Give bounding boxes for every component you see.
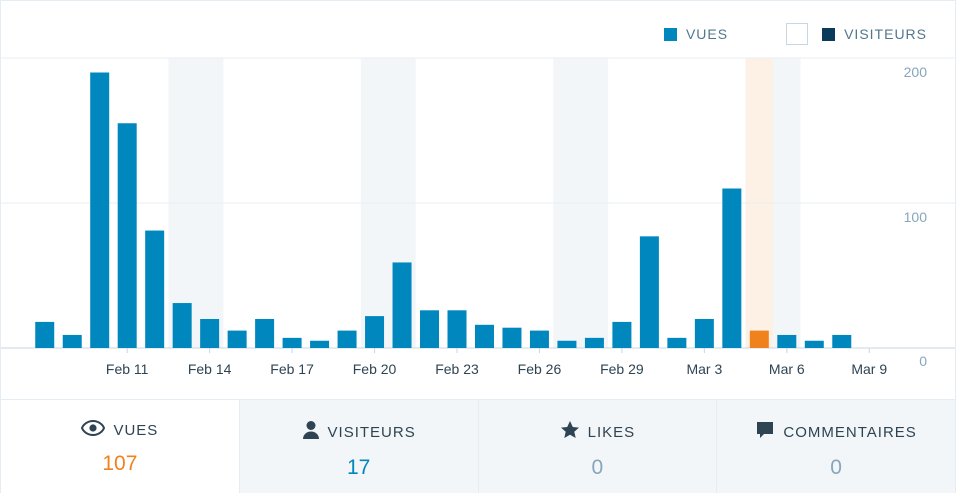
comment-icon xyxy=(755,420,783,444)
y-tick-label: 100 xyxy=(904,209,928,225)
views-bar-chart: 200 100 0 Feb 11 Feb 14 Feb 17 Feb 20 Feb 23 Feb… xyxy=(1,57,955,377)
bar xyxy=(337,330,357,348)
bar xyxy=(310,340,330,348)
tab-likes[interactable]: LIKES 0 xyxy=(477,400,717,493)
bar xyxy=(172,303,192,348)
tab-comments-value: 0 xyxy=(830,456,842,479)
bar xyxy=(832,334,852,348)
x-tick-label: Feb 23 xyxy=(435,361,479,377)
tab-visitors[interactable]: VISITEURS 17 xyxy=(238,400,478,493)
legend-label-visitors: VISITEURS xyxy=(844,26,927,42)
bar xyxy=(474,324,494,348)
y-tick-label: 0 xyxy=(919,353,927,369)
tab-views[interactable]: VUES 107 xyxy=(1,400,239,493)
visitors-toggle-checkbox[interactable] xyxy=(786,23,809,45)
bar xyxy=(90,72,110,348)
legend-item-visitors[interactable]: VISITEURS xyxy=(786,23,927,45)
tab-likes-value: 0 xyxy=(591,456,604,479)
bar xyxy=(777,334,797,348)
tab-views-label: VUES xyxy=(113,421,159,439)
bar xyxy=(557,340,577,348)
tab-views-value: 107 xyxy=(102,452,138,475)
bar xyxy=(667,337,687,348)
person-icon xyxy=(302,420,328,444)
x-tick-label: Feb 20 xyxy=(353,361,397,377)
bar xyxy=(694,319,714,348)
bar xyxy=(420,310,440,348)
tab-visitors-value: 17 xyxy=(346,456,371,479)
bar xyxy=(612,321,632,348)
bar xyxy=(200,319,220,348)
tab-likes-label: LIKES xyxy=(587,423,636,441)
legend-swatch-views xyxy=(663,27,677,41)
tab-visitors-label: VISITEURS xyxy=(327,423,416,441)
bar xyxy=(282,337,302,348)
legend-label-views: VUES xyxy=(685,26,729,42)
bar xyxy=(529,330,549,348)
x-tick-label: Feb 14 xyxy=(188,361,232,377)
x-tick-label: Feb 11 xyxy=(106,361,149,377)
bar xyxy=(392,262,412,348)
x-tick-label: Mar 3 xyxy=(686,361,722,377)
star-icon xyxy=(560,420,588,444)
x-tick-label: Mar 6 xyxy=(769,361,805,377)
chart-legend: VUES VISITEURS xyxy=(663,23,927,45)
y-tick-label: 200 xyxy=(904,64,928,80)
bar xyxy=(722,188,742,348)
bar xyxy=(117,123,137,348)
bar xyxy=(749,330,769,348)
bar xyxy=(145,230,165,348)
eye-icon xyxy=(81,419,113,440)
bar xyxy=(584,337,604,348)
bar xyxy=(639,236,659,348)
bar xyxy=(227,330,247,348)
bar xyxy=(365,316,385,348)
stats-tabs: VUES 107 VISITEURS 17 xyxy=(1,399,955,493)
tab-comments-label: COMMENTAIRES xyxy=(783,423,917,441)
bar xyxy=(447,310,467,348)
bar xyxy=(804,340,824,348)
bar xyxy=(35,321,55,348)
x-tick-label: Feb 29 xyxy=(600,361,644,377)
x-tick-label: Feb 26 xyxy=(518,361,562,377)
x-tick-label: Mar 9 xyxy=(851,361,887,377)
legend-item-views: VUES xyxy=(663,26,729,42)
bar xyxy=(255,319,275,348)
legend-swatch-visitors xyxy=(822,27,836,41)
x-tick-label: Feb 17 xyxy=(270,361,314,377)
bar xyxy=(62,334,82,348)
tab-comments[interactable]: COMMENTAIRES 0 xyxy=(716,400,955,493)
bar xyxy=(502,327,522,348)
